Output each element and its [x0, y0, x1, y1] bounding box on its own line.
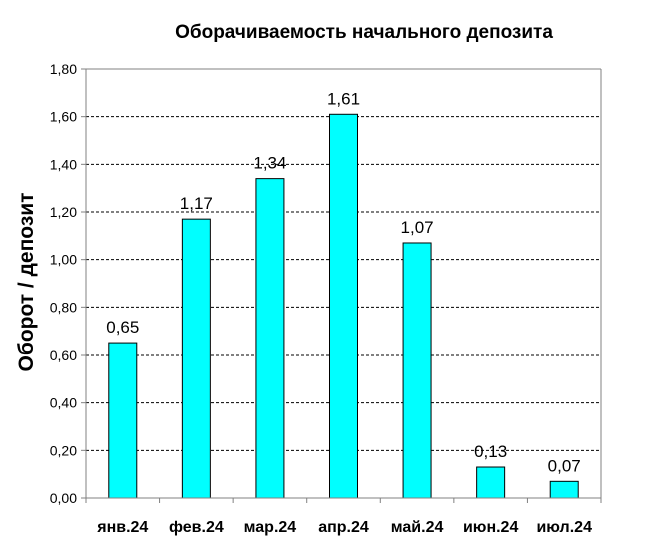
bar — [549, 480, 579, 499]
x-tick-label: июл.24 — [536, 519, 592, 536]
y-tick-label: 1,40 — [50, 156, 77, 172]
y-tick-label: 0,40 — [50, 395, 77, 411]
y-tick-label: 0,60 — [50, 347, 77, 363]
data-label: 1,17 — [180, 194, 213, 213]
data-label: 1,61 — [327, 89, 360, 108]
axes — [81, 68, 602, 503]
y-tick-label: 0,00 — [50, 490, 77, 506]
bar — [329, 113, 358, 499]
x-tick-label: июн.24 — [463, 519, 519, 536]
data-label: 1,07 — [401, 218, 434, 237]
data-label: 1,34 — [253, 154, 286, 173]
y-axis-title: Оборот / депозит — [15, 193, 38, 372]
x-tick-label: май.24 — [391, 519, 444, 536]
bar — [181, 218, 211, 499]
x-tick-label: янв.24 — [96, 519, 148, 536]
data-label: 0,13 — [474, 442, 507, 461]
y-tick-label: 0,20 — [50, 442, 77, 458]
labels: 0,00 0,20 0,40 0,60 0,80 1,00 1,20 1,40 1,60 1,80… — [50, 61, 592, 536]
bar — [402, 242, 432, 499]
data-label: 0,07 — [548, 456, 581, 475]
y-tick-label: 0,80 — [50, 299, 77, 315]
chart-title: Оборачиваемость начального депозита — [175, 22, 553, 43]
bars — [108, 113, 579, 499]
y-tick-label: 1,20 — [50, 204, 77, 220]
data-label: 0,65 — [106, 318, 139, 337]
bar — [476, 466, 506, 499]
bar — [108, 342, 138, 499]
x-tick-label: апр.24 — [318, 519, 369, 536]
x-tick-label: мар.24 — [244, 519, 297, 536]
y-tick-label: 1,00 — [50, 252, 77, 268]
y-tick-label: 1,60 — [50, 109, 77, 125]
x-tick-label: фев.24 — [169, 519, 224, 536]
y-tick-label: 1,80 — [50, 61, 77, 77]
bar — [255, 178, 285, 499]
